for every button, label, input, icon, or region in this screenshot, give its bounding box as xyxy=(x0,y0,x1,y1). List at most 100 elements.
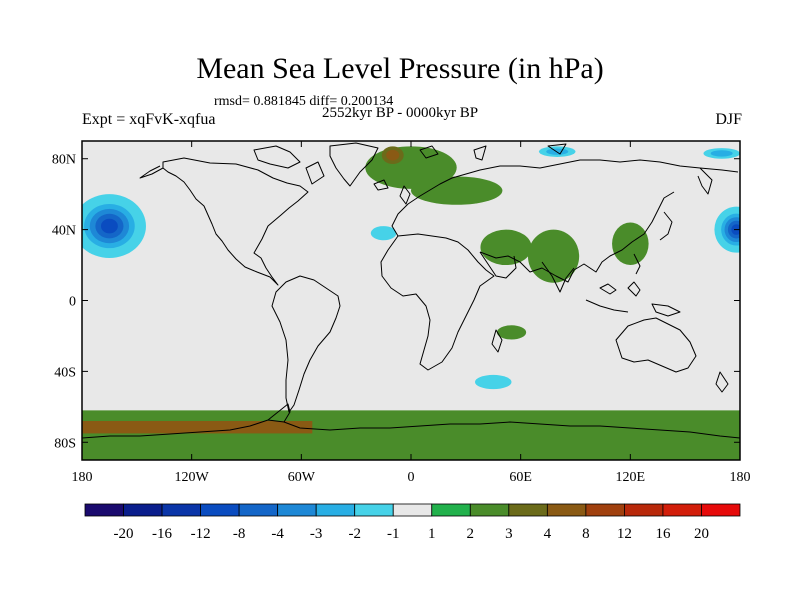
coast-australia xyxy=(615,317,697,373)
coast-japan xyxy=(659,211,673,241)
colorbar-swatch xyxy=(277,503,317,517)
coast-alaska xyxy=(139,165,164,179)
anomaly-contour xyxy=(386,149,400,161)
x-tick-label: 60W xyxy=(288,470,316,485)
colorbar-label: -16 xyxy=(152,526,172,542)
colorbar-swatch xyxy=(200,503,240,517)
anomaly-madagascar-high xyxy=(496,325,527,340)
x-tick-label: 60E xyxy=(509,470,532,485)
coastline-layer xyxy=(82,142,740,439)
coast-indonesia-3 xyxy=(627,281,641,297)
colorbar-swatch xyxy=(392,503,433,517)
antarctic-high-band xyxy=(82,410,740,460)
anomaly-contour xyxy=(480,229,532,266)
coast-greenland xyxy=(329,142,379,187)
colorbar-swatch xyxy=(469,503,510,517)
anomaly-contour xyxy=(411,176,503,205)
anomaly-siberian-coast-low xyxy=(714,206,740,253)
colorbar-label: 16 xyxy=(655,526,671,542)
coast-new-zealand xyxy=(715,371,729,393)
antarctic-high-core xyxy=(82,421,313,434)
colorbar-swatch xyxy=(585,503,625,517)
season-label: DJF xyxy=(715,111,742,128)
coast-svalbard xyxy=(419,145,439,159)
anomaly-scandinavia-high xyxy=(411,176,503,205)
colorbar-swatch xyxy=(701,503,741,517)
x-tick-label: 180 xyxy=(72,470,93,485)
coast-philippines xyxy=(633,253,641,275)
axis-layer: 180 120W 60W 0 60E 120E 180 80N 40N 0 40S 80S xyxy=(52,141,751,485)
colorbar-label: -8 xyxy=(233,526,246,542)
anomaly-contour xyxy=(527,229,580,283)
anomaly-arabia-high xyxy=(480,229,532,266)
coast-europe xyxy=(391,159,739,237)
anomaly-southern-indian-low xyxy=(474,374,512,390)
anomaly-greenland-high xyxy=(381,146,404,165)
colorbar-label: 2 xyxy=(467,526,475,542)
period-label: 2552kyr BP - 0000kyr BP xyxy=(322,105,479,121)
anomaly-contour xyxy=(710,150,733,157)
colorbar-swatch xyxy=(123,503,163,517)
coast-baffin xyxy=(305,161,325,185)
x-tick-label: 120W xyxy=(175,470,210,485)
anomaly-contour xyxy=(496,325,527,340)
anomaly-mid-atlantic-low xyxy=(370,226,397,241)
coast-kamchatka xyxy=(697,167,713,195)
colorbar-label: -12 xyxy=(191,526,211,542)
coast-new-guinea xyxy=(651,303,681,317)
coast-antarctica xyxy=(82,419,740,439)
colorbar-swatch xyxy=(84,503,124,517)
chart-title: Mean Sea Level Pressure (in hPa) xyxy=(196,52,604,85)
y-tick-label: 80N xyxy=(52,153,76,168)
anomaly-contour xyxy=(100,218,118,234)
coast-antarctic-peninsula xyxy=(267,403,291,423)
colorbar-swatch xyxy=(161,503,201,517)
colorbar-swatch xyxy=(662,503,702,517)
x-tick-label: 0 xyxy=(408,470,415,485)
colorbar-label: 8 xyxy=(582,526,590,542)
coast-severnaya xyxy=(547,143,567,155)
coast-arabia xyxy=(479,251,517,279)
colorbar-swatch xyxy=(354,503,394,517)
coast-india xyxy=(541,261,575,293)
coast-novaya-zemlya xyxy=(473,145,487,161)
colorbar-swatch xyxy=(508,503,548,517)
colorbar-label: -3 xyxy=(310,526,323,542)
y-tick-label: 40N xyxy=(52,224,76,239)
colorbar-swatch xyxy=(546,503,587,517)
anomaly-arctic-siberia-low xyxy=(703,148,740,159)
anomaly-india-high xyxy=(527,229,580,283)
colorbar-swatch xyxy=(238,503,279,517)
coast-madagascar xyxy=(491,329,503,353)
colorbar-label: -4 xyxy=(271,526,284,542)
x-tick-label: 180 xyxy=(730,470,751,485)
coast-indonesia-2 xyxy=(599,283,617,295)
coast-eurasia-africa xyxy=(380,233,495,371)
anomaly-contour xyxy=(482,377,505,387)
coast-indonesia-1 xyxy=(585,299,629,313)
coast-north-america xyxy=(162,157,309,286)
colorbar-swatch xyxy=(315,503,356,517)
colorbar-label: 3 xyxy=(505,526,513,542)
coast-uk xyxy=(399,185,411,205)
colorbar-label: 20 xyxy=(694,526,709,542)
coast-south-america xyxy=(271,275,341,413)
colorbar-label: 1 xyxy=(428,526,436,542)
colorbar-label: -1 xyxy=(387,526,400,542)
coast-arctic-canada xyxy=(253,145,301,169)
colorbar-swatch xyxy=(624,503,664,517)
colorbar-label: 12 xyxy=(617,526,632,542)
plot-background xyxy=(82,141,740,460)
stats-text: rmsd= 0.881845 diff= 0.200134 xyxy=(214,94,394,109)
anomaly-layer xyxy=(82,146,740,460)
colorbar-label: 4 xyxy=(544,526,552,542)
y-tick-label: 40S xyxy=(54,365,76,380)
x-tick-label: 120E xyxy=(616,470,646,485)
coast-iceland xyxy=(373,179,389,191)
colorbar-label: -20 xyxy=(114,526,134,542)
colorbar-swatch xyxy=(431,503,471,517)
colorbar-label: -2 xyxy=(348,526,361,542)
colorbar: -20 -16 -12 -8 -4 -3 -2 -1 1 2 3 4 8 12 16 20 xyxy=(84,503,741,542)
coast-asia-south xyxy=(479,191,675,283)
